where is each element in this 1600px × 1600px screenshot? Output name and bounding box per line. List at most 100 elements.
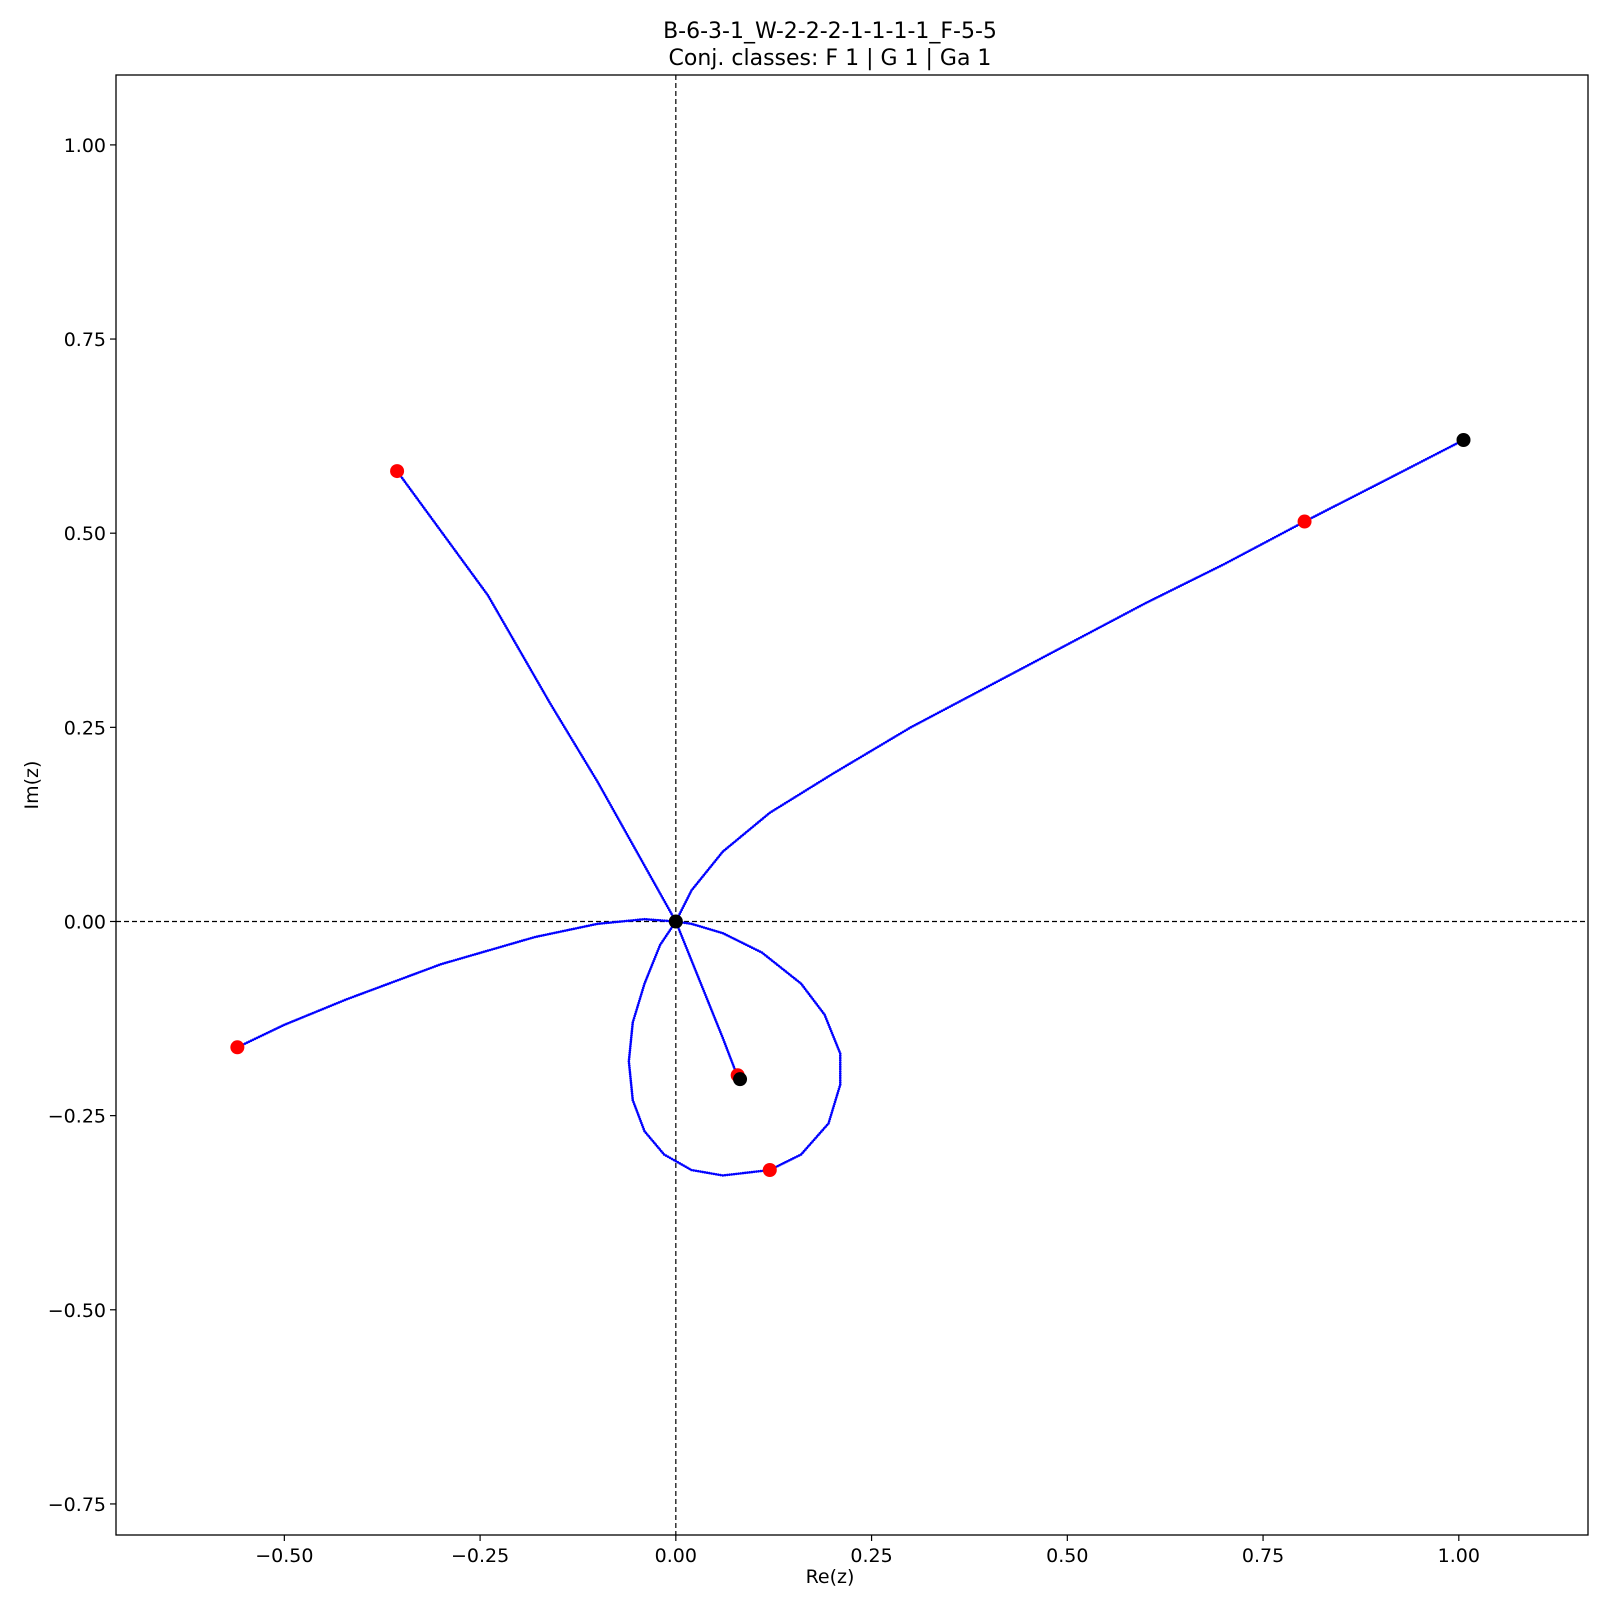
trajectory-point <box>678 1162 682 1165</box>
trajectory-point <box>623 828 627 832</box>
trajectory-point <box>810 785 813 789</box>
trajectory-point <box>285 1022 288 1026</box>
trajectory-point <box>1150 598 1153 602</box>
trajectory-point <box>321 1007 325 1011</box>
trajectory-point <box>603 793 607 797</box>
trajectory-point <box>694 1169 698 1173</box>
trajectory-point <box>640 990 644 994</box>
trajectory-point <box>631 1094 634 1098</box>
trajectory-point <box>526 662 529 666</box>
trajectory-point <box>884 740 888 744</box>
trajectory-point <box>469 954 473 957</box>
trajectory-point <box>635 850 638 853</box>
trajectory-point <box>653 957 656 961</box>
trajectory-point <box>398 978 402 981</box>
trajectory-point <box>305 1014 308 1017</box>
trajectory-point <box>631 1098 635 1102</box>
trajectory-point <box>1138 604 1142 608</box>
trajectory-point <box>639 1119 642 1123</box>
trajectory-point <box>351 995 355 999</box>
trajectory-point <box>317 1009 320 1013</box>
trajectory-point <box>583 925 586 928</box>
trajectory-point <box>1312 515 1316 518</box>
trajectory-point <box>840 766 844 770</box>
trajectory-point <box>553 710 557 713</box>
trajectory-point <box>651 961 655 965</box>
trajectory-point <box>1001 677 1005 680</box>
trajectory-point <box>717 930 720 934</box>
trajectory-point <box>726 1050 730 1054</box>
trajectory-point <box>636 1111 639 1114</box>
trajectory-point <box>307 1013 310 1017</box>
trajectory-point <box>728 1173 731 1176</box>
trajectory-point <box>796 793 800 797</box>
trajectory-point <box>1109 620 1112 624</box>
trajectory-point <box>1091 629 1095 633</box>
trajectory-point <box>1093 628 1097 632</box>
trajectory-point <box>1393 474 1396 477</box>
trajectory-point <box>672 1158 676 1162</box>
trajectory-point <box>1422 459 1426 462</box>
trajectory-point <box>830 1031 834 1035</box>
trajectory-point <box>1418 461 1422 464</box>
trajectory-point <box>609 921 613 924</box>
trajectory-point <box>896 733 899 737</box>
trajectory-point <box>1201 573 1204 577</box>
trajectory-point <box>1444 447 1448 451</box>
trajectory-point <box>622 826 625 830</box>
trajectory-point <box>1181 583 1185 586</box>
trajectory-point <box>648 873 652 877</box>
trajectory-point <box>628 1068 632 1072</box>
trajectory-point <box>267 1030 270 1034</box>
trajectory-point <box>515 643 518 647</box>
trajectory-point <box>1048 652 1052 656</box>
trajectory-point <box>629 919 633 922</box>
trajectory-point <box>925 717 928 721</box>
trajectory-point <box>640 860 644 863</box>
trajectory-point <box>838 1083 842 1086</box>
trajectory-point <box>832 1035 835 1039</box>
trajectory-point <box>637 1115 641 1118</box>
x-tick-label: 0.00 <box>655 1545 697 1567</box>
trajectory-point <box>629 1079 633 1082</box>
trajectory-point <box>1210 568 1214 572</box>
trajectory-point <box>718 1028 721 1032</box>
trajectory-point <box>962 698 965 701</box>
trajectory-point <box>627 1064 631 1067</box>
trajectory-point <box>364 991 367 994</box>
trajectory-point <box>587 924 591 927</box>
trajectory-point <box>1026 663 1030 667</box>
trajectory-point <box>1436 451 1440 455</box>
trajectory-point <box>691 961 694 964</box>
trajectory-point <box>686 950 690 954</box>
trajectory-point <box>627 1059 631 1063</box>
trajectory-point <box>704 926 708 930</box>
trajectory-point <box>1095 627 1098 631</box>
trajectory-point <box>578 926 582 929</box>
trajectory-point <box>1079 635 1083 639</box>
trajectory-point <box>1062 645 1065 648</box>
trajectory-point <box>776 1164 779 1168</box>
trajectory-point <box>985 685 989 689</box>
trajectory-point <box>804 789 808 792</box>
trajectory-point <box>576 926 580 930</box>
trajectory-point <box>1179 584 1183 587</box>
trajectory-point <box>630 1029 634 1033</box>
trajectory-point <box>730 1061 734 1064</box>
trajectory-point <box>1263 541 1267 544</box>
trajectory-point <box>640 1123 644 1127</box>
trajectory-point <box>634 1107 638 1110</box>
trajectory-point <box>633 846 636 850</box>
trajectory-point <box>760 951 764 954</box>
trajectory-point <box>1400 470 1404 473</box>
trajectory-point <box>245 1041 249 1044</box>
trajectory-point <box>631 1096 634 1100</box>
trajectory-point <box>532 674 536 677</box>
trajectory-point <box>1056 648 1059 651</box>
trajectory-point <box>705 995 708 999</box>
trajectory-point <box>723 1173 727 1177</box>
trajectory-point <box>1265 540 1269 543</box>
trajectory-point <box>727 1053 731 1056</box>
trajectory-point <box>504 624 507 628</box>
trajectory-point <box>649 918 653 921</box>
